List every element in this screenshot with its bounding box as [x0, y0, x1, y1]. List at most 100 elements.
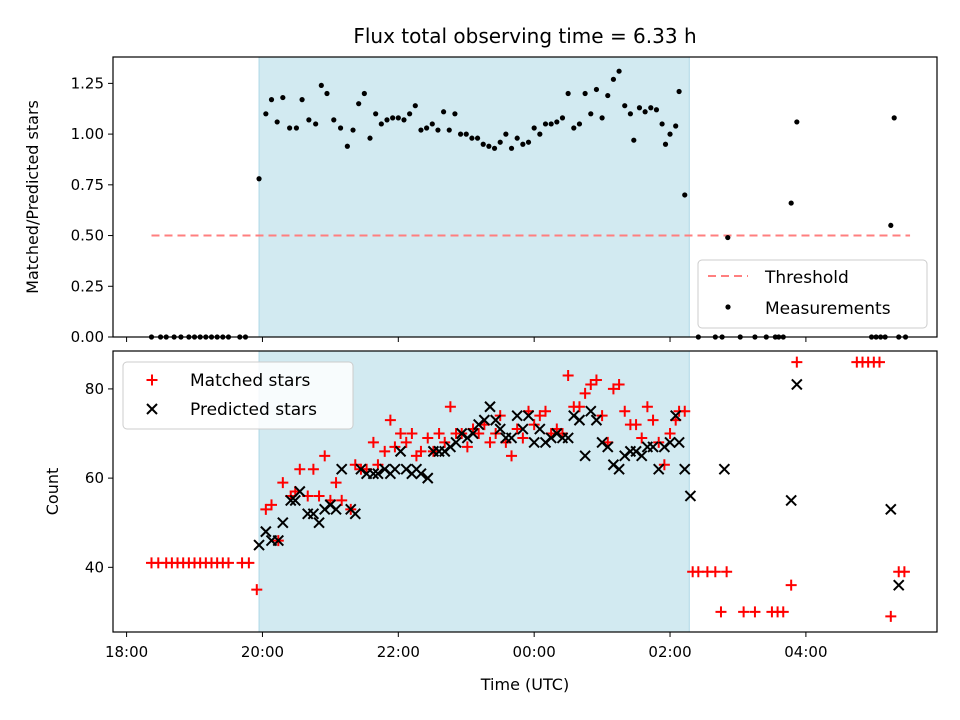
y-tick-label: 60 [85, 469, 104, 487]
legend-box [122, 361, 354, 430]
measurement-point [542, 121, 549, 127]
matched-star-point [709, 566, 721, 578]
legend-threshold-label: Threshold [764, 268, 849, 288]
x-tick-label: 00:00 [513, 643, 556, 661]
measurement-point [605, 92, 611, 99]
x-tick-label: 04:00 [784, 643, 827, 661]
matched-star-point [415, 445, 427, 457]
predicted-star-point [791, 378, 803, 391]
measurement-point [682, 192, 688, 198]
predicted-star-point [602, 441, 614, 453]
matched-star-point [647, 414, 659, 426]
measurement-point [324, 90, 330, 97]
matched-star-point [484, 436, 496, 448]
matched-star-point [349, 459, 361, 471]
predicted-star-point [585, 405, 597, 417]
measurement-point [256, 176, 262, 182]
bottom-panel: 40 60 80 18:00 20:00 22:00 00:00 02:00 04:00 Coun… [43, 350, 938, 661]
measurement-point [788, 200, 794, 206]
matched-star-point [898, 566, 910, 578]
matched-star-point [630, 419, 642, 431]
matched-star-point [658, 459, 670, 471]
predicted-star-point [285, 494, 297, 507]
measurement-point [412, 103, 418, 109]
y-tick-label: 80 [85, 380, 104, 398]
measurement-point [390, 115, 396, 121]
measurement-point [725, 234, 731, 241]
matched-star-point [573, 401, 585, 413]
matched-star-point [585, 378, 597, 390]
measurement-point [429, 121, 435, 127]
measurement-point [418, 127, 424, 133]
predicted-star-point [260, 525, 272, 538]
predicted-star-point [885, 503, 897, 516]
top-panel: 0.00 0.25 0.50 0.75 1.00 1.25 Matched/Predicte… [23, 56, 938, 346]
predicted-star-point [478, 414, 491, 426]
y-tick-label: 0.50 [71, 227, 104, 245]
matched-star-point [653, 436, 665, 448]
measurement-point [287, 125, 293, 131]
predicted-star-point [785, 494, 797, 507]
measurement-point [588, 111, 594, 117]
matched-star-point [384, 414, 396, 426]
predicted-star-point [253, 539, 265, 551]
measurement-point [378, 121, 384, 127]
measurement-point [299, 97, 305, 103]
y-axis-title: Matched/Predicted stars [23, 100, 42, 294]
matched-star-point [579, 387, 591, 399]
predicted-star-point [613, 463, 625, 475]
axes-frame [112, 350, 938, 633]
measurement-point [452, 111, 458, 117]
measurement-point [268, 97, 275, 103]
matched-star-point [596, 410, 608, 422]
measurement-point [508, 145, 515, 151]
predicted-star-point [893, 579, 905, 591]
matched-star-point [777, 606, 789, 618]
matched-star-point [873, 356, 885, 368]
matched-star-point [422, 432, 434, 444]
matched-star-point [664, 428, 676, 440]
predicted-star-point [335, 463, 348, 475]
predicted-star-point [294, 485, 306, 498]
measurement-point [435, 127, 441, 133]
predicted-star-point [528, 436, 540, 449]
legend-matched-swatch [146, 374, 158, 386]
matched-star-point [607, 383, 619, 395]
predicted-star-point [415, 467, 427, 480]
legend: Threshold Measurements [697, 259, 928, 329]
measurement-point [659, 121, 665, 127]
measurement-point [676, 88, 682, 95]
measurement-point [548, 121, 554, 127]
measurement-point [565, 90, 571, 97]
measurement-point [648, 105, 654, 111]
measurement-point [486, 143, 492, 149]
matched-star-point [461, 441, 473, 453]
legend-matched-label: Matched stars [190, 371, 310, 391]
predicted-star-point [389, 463, 401, 475]
measurement-point [331, 117, 337, 123]
matched-star-point [791, 356, 803, 368]
predicted-star-point [289, 494, 301, 507]
matched-star-point [400, 436, 412, 448]
predicted-star-point [467, 427, 479, 440]
matched-star-point [636, 432, 648, 444]
predicted-star-point [277, 517, 289, 529]
matched-star-point [721, 566, 733, 578]
predicted-star-point [489, 414, 502, 426]
measurement-point [463, 131, 469, 137]
y-tick-label: 0.25 [71, 277, 104, 295]
predicted-star-point [494, 423, 506, 435]
measurement-point [559, 115, 566, 121]
measurement-point [576, 121, 583, 127]
matched-star-point [379, 445, 391, 457]
matched-star-point [613, 378, 625, 390]
matched-star-point [715, 606, 727, 618]
predicted-star-point [372, 467, 384, 480]
matched-star-point [260, 503, 272, 515]
measurement-point [662, 141, 669, 147]
matched-star-point [406, 428, 418, 440]
measurement-point [356, 101, 362, 107]
measurement-point [610, 76, 617, 82]
predicted-star-point [367, 467, 380, 480]
